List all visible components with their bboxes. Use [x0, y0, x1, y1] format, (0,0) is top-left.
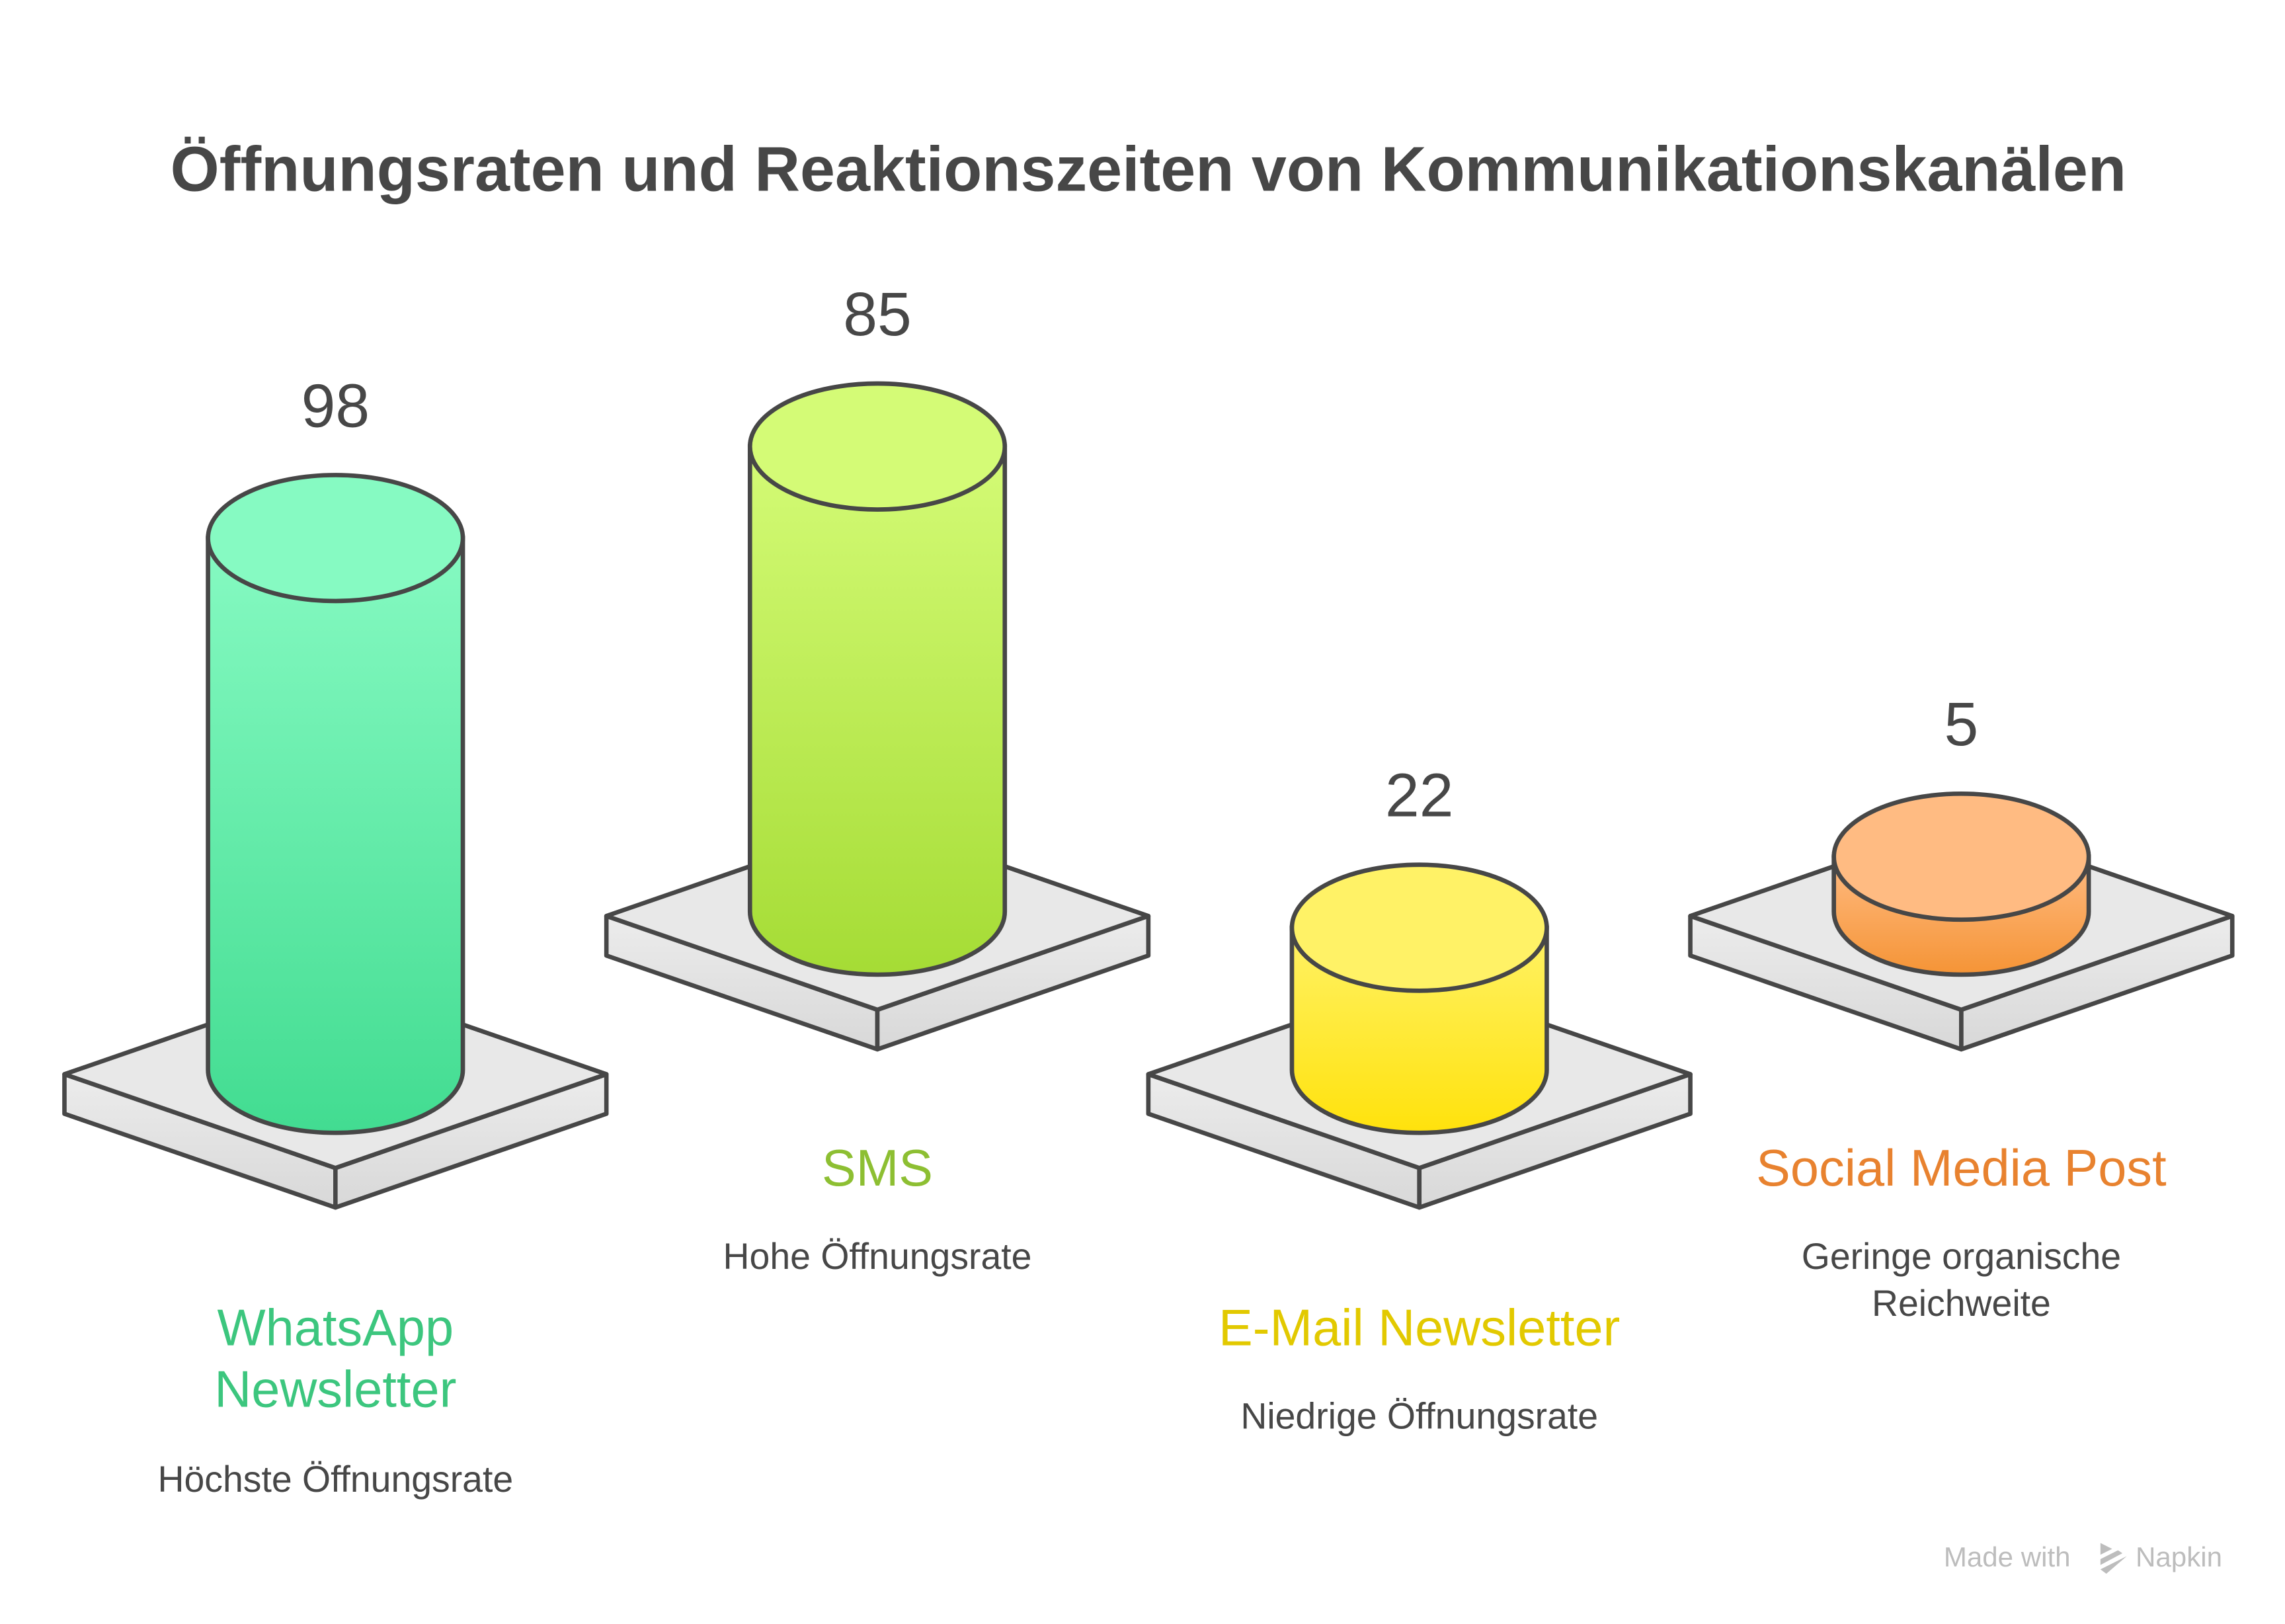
value-label: 98 — [301, 371, 370, 440]
chart-title: Öffnungsraten und Reaktionszeiten von Ko… — [171, 135, 2126, 205]
cylinder-top — [206, 473, 465, 604]
bar-4: 5 Social Media Post Geringe organische Reic… — [1688, 690, 2235, 1324]
watermark-prefix: Made with — [1944, 1541, 2071, 1572]
category-label: WhatsApp — [218, 1299, 454, 1356]
value-label: 85 — [843, 280, 911, 348]
bar-2: 85 SMS Hohe Öffnungsrate — [604, 280, 1151, 1277]
cylinder-body — [206, 536, 465, 1135]
category-label: E-Mail Newsletter — [1219, 1299, 1620, 1356]
description-label: Geringe organische — [1802, 1236, 2121, 1277]
watermark-brand: Napkin — [2136, 1541, 2222, 1572]
bar-3: 22 E-Mail Newsletter Niedrige Öffnungsrate — [1146, 761, 1693, 1437]
watermark: Made with Napkin — [1944, 1541, 2222, 1574]
description-label: Niedrige Öffnungsrate — [1240, 1396, 1598, 1437]
napkin-logo-icon — [2100, 1543, 2127, 1574]
cylinder-top — [747, 381, 1008, 512]
description-label: Hohe Öffnungsrate — [723, 1236, 1032, 1277]
cylinder-body — [747, 444, 1008, 977]
value-label: 5 — [1944, 690, 1979, 758]
cylinder-top — [1831, 791, 2091, 922]
category-label: Social Media Post — [1756, 1140, 2166, 1197]
description-label: Höchste Öffnungsrate — [157, 1459, 513, 1500]
category-label: Newsletter — [214, 1361, 456, 1418]
value-label: 22 — [1385, 761, 1453, 830]
cylinder-top — [1289, 862, 1549, 993]
category-label: SMS — [822, 1140, 933, 1197]
description-label: Reichweite — [1872, 1283, 2051, 1324]
